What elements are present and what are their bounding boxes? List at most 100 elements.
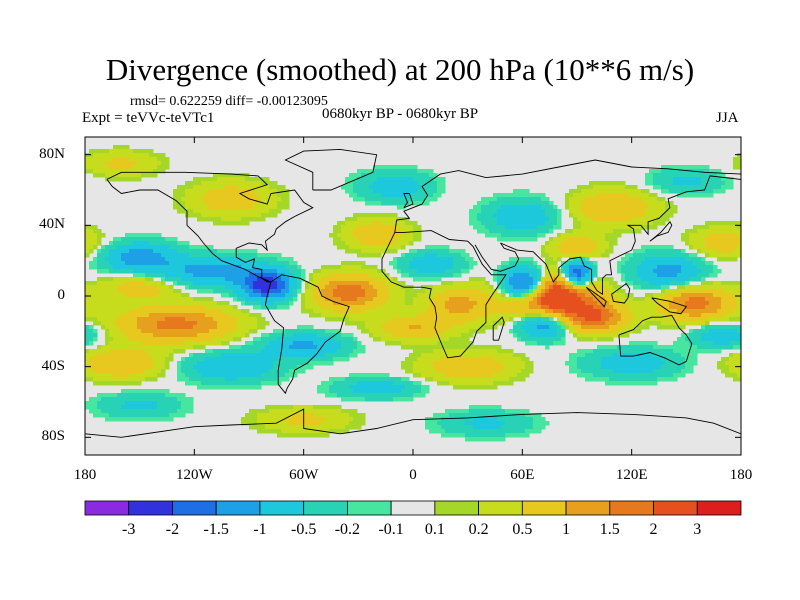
field-cell [161, 161, 166, 166]
field-cell [597, 229, 602, 234]
field-cell [361, 285, 366, 290]
field-cell [717, 333, 722, 338]
field-cell [401, 309, 406, 314]
field-cell [285, 285, 290, 290]
field-cell [265, 193, 270, 198]
field-cell [453, 269, 458, 274]
field-cell [197, 261, 202, 266]
field-cell [225, 333, 230, 338]
field-cell [737, 285, 741, 290]
field-cell [321, 293, 326, 298]
field-cell [705, 289, 710, 294]
field-cell [217, 189, 222, 194]
field-cell [481, 225, 486, 230]
field-cell [577, 309, 582, 314]
field-cell [165, 301, 170, 306]
field-cell [389, 173, 394, 178]
field-cell [221, 217, 226, 222]
field-cell [209, 285, 214, 290]
field-cell [701, 285, 706, 290]
field-cell [501, 321, 506, 326]
field-cell [89, 297, 94, 302]
field-cell [165, 245, 170, 250]
field-cell [681, 277, 686, 282]
field-cell [229, 293, 234, 298]
field-cell [501, 301, 506, 306]
field-cell [505, 309, 510, 314]
field-cell [129, 265, 134, 270]
field-cell [521, 225, 526, 230]
field-cell [537, 297, 542, 302]
field-cell [85, 281, 90, 286]
field-cell [193, 321, 198, 326]
field-cell [721, 177, 726, 182]
field-cell [501, 237, 506, 242]
field-cell [209, 249, 214, 254]
field-cell [529, 329, 534, 334]
field-cell [193, 337, 198, 342]
field-cell [409, 233, 414, 238]
field-cell [537, 289, 542, 294]
field-cell [685, 297, 690, 302]
field-cell [381, 297, 386, 302]
field-cell [393, 305, 398, 310]
field-cell [581, 325, 586, 330]
field-cell [581, 217, 586, 222]
field-cell [657, 177, 662, 182]
field-cell [369, 317, 374, 322]
field-cell [481, 281, 486, 286]
field-cell [561, 337, 566, 342]
field-cell [109, 317, 114, 322]
field-cell [725, 309, 730, 314]
field-cell [381, 281, 386, 286]
field-cell [101, 309, 106, 314]
field-cell [637, 209, 642, 214]
field-cell [557, 321, 562, 326]
field-cell [141, 273, 146, 278]
field-cell [213, 301, 218, 306]
field-cell [401, 289, 406, 294]
field-cell [509, 329, 514, 334]
field-cell [701, 301, 706, 306]
field-cell [629, 253, 634, 258]
field-cell [417, 201, 422, 206]
field-cell [493, 297, 498, 302]
field-cell [129, 301, 134, 306]
field-cell [597, 337, 602, 342]
field-cell [205, 337, 210, 342]
field-cell [261, 321, 266, 326]
field-cell [577, 261, 582, 266]
plot-title: Divergence (smoothed) at 200 hPa (10**6 … [105, 52, 695, 87]
field-cell [737, 253, 741, 258]
field-cell [237, 173, 242, 178]
field-cell [545, 201, 550, 206]
field-cell [121, 341, 126, 346]
field-cell [321, 289, 326, 294]
field-cell [129, 325, 134, 330]
field-cell [453, 249, 458, 254]
field-cell [701, 333, 706, 338]
field-cell [213, 217, 218, 222]
field-cell [709, 305, 714, 310]
field-cell [253, 289, 258, 294]
field-cell [325, 281, 330, 286]
field-cell [381, 305, 386, 310]
field-cell [473, 317, 478, 322]
field-cell [165, 325, 170, 330]
field-cell [189, 321, 194, 326]
field-cell [257, 285, 262, 290]
field-cell [169, 341, 174, 346]
field-cell [217, 301, 222, 306]
field-cell [377, 305, 382, 310]
field-cell [473, 293, 478, 298]
field-cell [85, 153, 90, 158]
field-cell [657, 257, 662, 262]
field-cell [149, 281, 154, 286]
field-cell [717, 329, 722, 334]
field-cell [385, 197, 390, 202]
field-cell [477, 293, 482, 298]
field-cell [117, 245, 122, 250]
field-cell [581, 213, 586, 218]
field-cell [269, 273, 274, 278]
field-cell [629, 213, 634, 218]
